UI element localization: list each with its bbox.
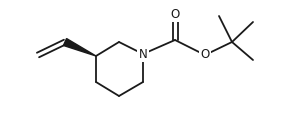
Text: O: O	[200, 49, 210, 62]
Text: N: N	[139, 47, 147, 60]
Polygon shape	[64, 39, 96, 56]
Text: O: O	[170, 8, 180, 21]
